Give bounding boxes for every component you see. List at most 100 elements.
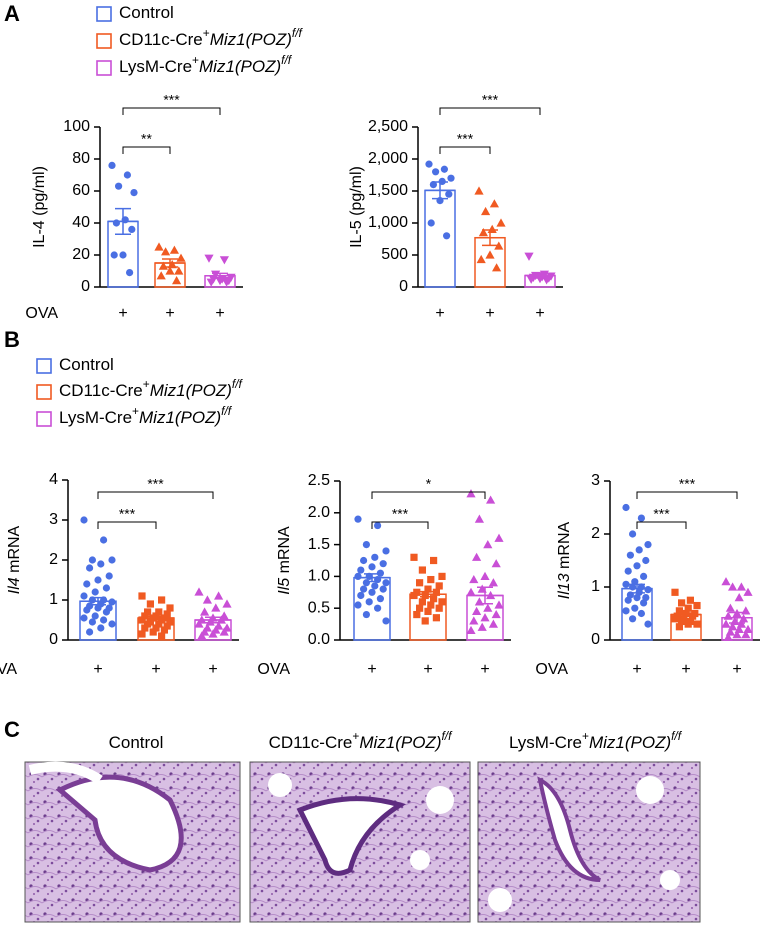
label-text: LysM-Cre [509, 733, 582, 752]
error-bar [205, 272, 235, 279]
y-tick-label: 2.5 [308, 472, 330, 489]
y-tick-label: 4 [49, 471, 58, 488]
label-sup: f/f [232, 377, 244, 391]
data-point [152, 624, 160, 632]
y-tick-label: 0 [591, 631, 600, 648]
x-row-label: OVA [25, 305, 58, 322]
data-point [640, 572, 648, 581]
data-point [379, 560, 387, 568]
data-point [214, 591, 224, 600]
data-point [108, 620, 116, 628]
data-point [474, 514, 484, 523]
significance-bracket [636, 491, 738, 499]
data-point [112, 219, 120, 227]
data-point [126, 269, 134, 277]
data-point [432, 614, 440, 622]
data-point [424, 585, 432, 593]
data-point [485, 250, 495, 259]
data-point [382, 617, 390, 625]
data-point [91, 588, 99, 596]
data-point [94, 604, 102, 612]
data-point [480, 571, 490, 580]
significance-bracket [636, 521, 687, 529]
data-point [535, 275, 545, 284]
label-sup: f/f [441, 729, 453, 743]
label-text: CD11c-Cre [269, 733, 353, 752]
data-point [382, 547, 390, 555]
data-point [472, 606, 482, 615]
y-axis-label: Il13 mRNA [556, 521, 573, 599]
significance-bracket [439, 146, 491, 154]
significance-label: *** [679, 476, 696, 492]
data-point [481, 206, 491, 216]
data-point [357, 591, 365, 600]
data-point [166, 618, 174, 626]
data-point [165, 266, 175, 275]
y-tick-label: 1 [49, 591, 58, 608]
label-sup: f/f [671, 729, 683, 743]
significance-bracket [371, 521, 429, 529]
data-point [684, 620, 692, 628]
data-point [410, 553, 418, 561]
y-tick-label: 2 [591, 525, 600, 542]
data-point [418, 566, 426, 574]
data-point [200, 607, 210, 616]
y-label-italic: Il5 [276, 578, 293, 595]
y-tick-label: 1.0 [308, 568, 330, 585]
data-point [425, 160, 433, 168]
data-point [416, 579, 424, 587]
significance-label: ** [141, 131, 152, 147]
data-point [368, 563, 376, 571]
data-point [128, 225, 136, 233]
label-sup: f/f [292, 26, 304, 40]
data-point [371, 553, 379, 561]
x-tick-label: + [732, 661, 741, 678]
data-point [202, 595, 212, 604]
data-point [487, 224, 497, 233]
data-point [675, 623, 683, 631]
significance-bracket [97, 521, 157, 529]
data-point [144, 608, 152, 616]
data-point [174, 266, 184, 275]
data-point [421, 591, 429, 600]
y-tick-label: 3 [591, 472, 600, 489]
data-point [362, 541, 370, 549]
data-point [108, 556, 116, 564]
data-point [376, 569, 384, 577]
y-axis-label: Il4 mRNA [6, 525, 23, 594]
data-point [362, 579, 370, 587]
x-tick-label: + [435, 305, 444, 322]
data-point [376, 595, 384, 603]
data-point [624, 567, 632, 575]
data-point [432, 588, 440, 596]
data-point [354, 601, 362, 609]
rich-label: LysM-Cre+Miz1(POZ)f/f [509, 729, 683, 752]
data-point [163, 622, 171, 630]
data-point [631, 604, 639, 612]
significance-label: *** [392, 506, 409, 522]
significance-label: *** [482, 92, 499, 108]
x-tick-label: + [165, 305, 174, 322]
data-point [141, 612, 149, 620]
significance-label: *** [119, 506, 136, 522]
data-point [172, 276, 182, 285]
data-point [686, 596, 694, 604]
data-point [429, 181, 437, 189]
x-tick-label: + [367, 661, 376, 678]
data-point [741, 630, 751, 639]
data-point [447, 174, 455, 182]
data-point [115, 182, 123, 190]
y-tick-label: 60 [72, 182, 90, 199]
data-point [138, 592, 146, 600]
data-point [94, 576, 102, 584]
data-point [640, 599, 648, 607]
histology-1 [24, 761, 241, 923]
y-tick-label: 0.0 [308, 631, 330, 648]
data-point [736, 582, 746, 591]
data-point [379, 585, 387, 593]
y-axis-label: Il5 mRNA [276, 526, 293, 595]
data-point [435, 582, 443, 590]
y-tick-label: 2 [49, 551, 58, 568]
rich-label: CD11c-Cre+Miz1(POZ)f/f [59, 377, 243, 400]
label-sup: f/f [221, 404, 233, 418]
